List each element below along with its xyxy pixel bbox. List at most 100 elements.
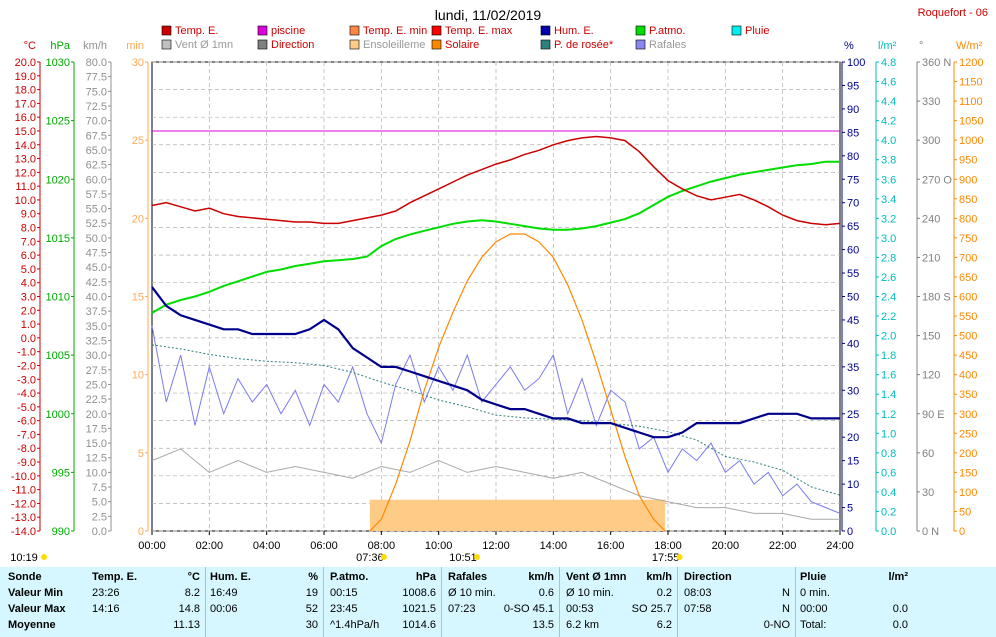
wind-tick-label: 2.5 (92, 511, 107, 523)
humidity-tick-label: 55 (847, 268, 859, 280)
rain-tick-label: 0.6 (881, 467, 896, 479)
stats-cell-value: 0.0 (892, 619, 908, 631)
solar-tick-label: 200 (959, 448, 977, 460)
rain-tick-label: 4.6 (881, 77, 896, 89)
sunshine-tick-label: 25 (132, 135, 144, 147)
temp-tick-label: 20.0 (15, 57, 36, 69)
humidity-tick-label: 85 (847, 127, 859, 139)
direction-tick-label: 120 (922, 370, 940, 382)
stats-cell-value: 0.6 (538, 587, 554, 599)
wind-tick-label: 60.0 (86, 174, 107, 186)
solar-tick-label: 50 (959, 506, 971, 518)
temp-tick-label: 19.0 (15, 71, 36, 83)
plot-area (151, 61, 841, 532)
wind-tick-label: 20.0 (86, 409, 107, 421)
rain-tick-label: 2.4 (881, 292, 896, 304)
solar-tick-label: 350 (959, 389, 977, 401)
wind-tick-label: 70.0 (86, 116, 107, 128)
sunshine-tick-label: 20 (132, 213, 144, 225)
direction-tick-label: 90 E (922, 409, 945, 421)
humidity-tick-label: 75 (847, 174, 859, 186)
x-tick-label: 18:00 (654, 540, 682, 552)
legend-swatch (161, 25, 172, 36)
stats-cell-value: 0-SO 45.1 (503, 603, 554, 615)
solar-tick-label: 650 (959, 272, 977, 284)
stats-header-unit: l/m² (888, 571, 908, 583)
pressure-tick-label: 990 (52, 526, 70, 538)
humidity-tick-label: 50 (847, 292, 859, 304)
stats-divider (205, 567, 206, 637)
rain-tick-label: 4.8 (881, 57, 896, 69)
wind-tick-label: 45.0 (86, 262, 107, 274)
temp-tick-label: -2.0 (17, 360, 36, 372)
sunshine-tick-label: 15 (132, 292, 144, 304)
stats-header: Sonde (8, 571, 42, 583)
wind-tick-label: 22.5 (86, 394, 107, 406)
stats-cell-time: 08:03 (684, 587, 712, 599)
direction-tick-label: 150 (922, 331, 940, 343)
stats-row-label: Moyenne (8, 619, 56, 631)
solar-tick-label: 1100 (959, 96, 983, 108)
rain-tick-label: 3.2 (881, 213, 896, 225)
rain-tick-label: 2.2 (881, 311, 896, 323)
rain-tick-label: 2.0 (881, 331, 896, 343)
solar-tick-label: 700 (959, 252, 977, 264)
humidity-tick-label: 100 (847, 57, 865, 69)
x-tick-label: 12:00 (482, 540, 510, 552)
wind-unit-label: km/h (83, 40, 107, 52)
wind-tick-label: 47.5 (86, 248, 107, 260)
wind-tick-label: 40.0 (86, 292, 107, 304)
stats-header: Temp. E. (92, 571, 138, 583)
stats-cell-time: 0 min. (800, 587, 830, 599)
humidity-tick-label: 10 (847, 479, 859, 491)
humidity-tick-label: 30 (847, 385, 859, 397)
temp-tick-label: -3.0 (17, 374, 36, 386)
stats-cell-time: 00:15 (330, 587, 358, 599)
stats-header-unit: km/h (528, 571, 554, 583)
stats-cell-time: 00:53 (566, 603, 594, 615)
rain-tick-label: 4.2 (881, 116, 896, 128)
stats-cell-time: 23:45 (330, 603, 358, 615)
solar-tick-label: 1000 (959, 135, 983, 147)
pressure-tick-label: 1025 (46, 116, 70, 128)
wind-tick-label: 0.0 (92, 526, 107, 538)
legend-label: Vent Ø 1mn (175, 39, 233, 51)
temp-tick-label: 5.0 (21, 264, 36, 276)
direction-tick-label: 180 S (922, 292, 951, 304)
stats-header-unit: °C (187, 571, 200, 583)
legend-label: piscine (271, 25, 305, 37)
rain-tick-label: 1.8 (881, 350, 896, 362)
stats-cell-value: 11.13 (173, 619, 200, 631)
stats-cell-time: 00:06 (210, 603, 238, 615)
stats-cell-value: 0-NO (763, 619, 790, 631)
solar-tick-label: 1050 (959, 116, 983, 128)
rain-tick-label: 3.8 (881, 155, 896, 167)
pressure-tick-label: 1015 (46, 233, 70, 245)
wind-tick-label: 50.0 (86, 233, 107, 245)
rain-tick-label: 0.2 (881, 506, 896, 518)
rain-tick-label: 1.0 (881, 428, 896, 440)
legend-label: Ensoleilleme (363, 39, 425, 51)
sunshine-tick-label: 10 (132, 370, 144, 382)
solar-tick-label: 600 (959, 292, 977, 304)
solar-tick-label: 1150 (959, 77, 983, 89)
pressure-tick-label: 995 (52, 467, 70, 479)
pressure-tick-label: 1000 (46, 409, 70, 421)
legend-swatch (635, 25, 646, 36)
pressure-tick-label: 1010 (46, 292, 70, 304)
legend-swatch (161, 39, 172, 50)
direction-tick-label: 360 N (922, 57, 951, 69)
stats-divider (559, 567, 560, 637)
solar-noon-label: 10:51 (449, 552, 477, 564)
stats-cell-time: 07:58 (684, 603, 712, 615)
temp-tick-label: -12.0 (11, 498, 36, 510)
solar-tick-label: 0 (959, 526, 965, 538)
stats-cell-value: 0.2 (656, 587, 672, 599)
stats-cell-value: N (782, 603, 790, 615)
rain-tick-label: 4.4 (881, 96, 896, 108)
pressure-unit-label: hPa (50, 40, 70, 52)
stats-header: Hum. E. (210, 571, 251, 583)
temp-tick-label: 7.0 (21, 236, 36, 248)
temp-tick-label: 10.0 (15, 195, 36, 207)
rain-unit-label: l/m² (878, 40, 897, 52)
